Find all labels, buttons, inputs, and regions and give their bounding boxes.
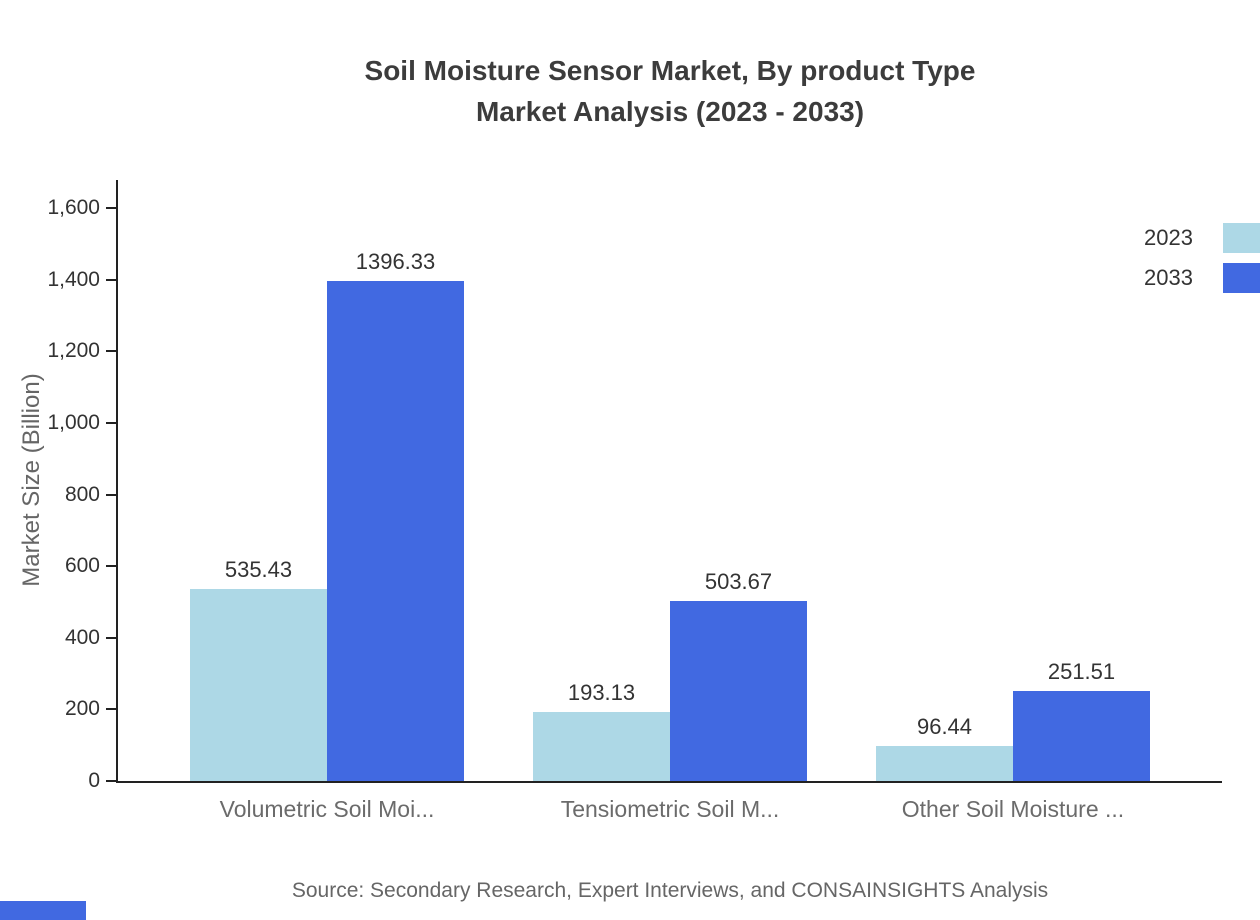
- bar-value-label: 535.43: [224, 557, 293, 582]
- y-tick-label: 600: [64, 554, 100, 578]
- source-note: Source: Secondary Research, Expert Inter…: [291, 879, 1049, 902]
- y-tick-mark: [106, 278, 116, 281]
- legend-item-label: 2033: [1144, 265, 1193, 290]
- y-tick-label: 1,400: [47, 267, 100, 291]
- y-axis-line: [116, 180, 118, 783]
- legend-swatch: [1223, 223, 1260, 253]
- y-tick-mark: [106, 421, 116, 424]
- bar-value-label: 96.44: [916, 714, 973, 739]
- bar-2023-group2[interactable]: [533, 712, 670, 781]
- y-tick-label: 1,600: [47, 196, 100, 219]
- y-tick-mark: [106, 207, 116, 209]
- x-category-label: Tensiometric Soil M...: [560, 796, 780, 822]
- chart-title-line2: Market Analysis (2023 - 2033): [475, 96, 865, 127]
- y-tick-mark: [106, 350, 116, 353]
- bar-value-label: 193.13: [567, 680, 636, 705]
- bar-2023-group1[interactable]: [190, 589, 327, 781]
- bar-2023-group3[interactable]: [876, 746, 1013, 781]
- legend-item-2023[interactable]: 2023: [1144, 218, 1260, 258]
- chart-title: Soil Moisture Sensor Market, By product …: [80, 50, 1260, 132]
- bar-value-label: 503.67: [704, 569, 773, 594]
- legend: 2023 2033: [1144, 218, 1260, 298]
- chart-title-line1: Soil Moisture Sensor Market, By product …: [364, 55, 976, 86]
- y-tick-mark: [106, 708, 116, 711]
- y-tick-label: 1,000: [47, 410, 100, 434]
- bar-2033-group3[interactable]: [1013, 691, 1150, 781]
- legend-item-2033[interactable]: 2033: [1144, 258, 1260, 298]
- bar-value-label: 251.51: [1047, 659, 1116, 684]
- x-category-label: Other Soil Moisture ...: [901, 796, 1125, 822]
- y-tick-label: 200: [64, 697, 100, 721]
- y-tick-mark: [106, 565, 116, 568]
- y-tick-label: 0: [88, 769, 100, 792]
- x-category-label: Volumetric Soil Moi...: [219, 796, 435, 822]
- bar-value-label: 1396.33: [355, 249, 436, 274]
- legend-swatch: [1223, 263, 1260, 293]
- y-tick-mark: [106, 636, 116, 639]
- y-tick-label: 800: [64, 482, 100, 506]
- y-tick-mark: [106, 780, 116, 782]
- legend-item-label: 2023: [1144, 225, 1193, 250]
- bottom-left-banner: [0, 901, 86, 920]
- bar-2033-group2[interactable]: [670, 601, 807, 781]
- y-tick-mark: [106, 493, 116, 496]
- x-axis-line: [116, 781, 1222, 783]
- bar-2033-group1[interactable]: [327, 281, 464, 781]
- y-tick-label: 400: [64, 625, 100, 649]
- y-tick-label: 1,200: [47, 339, 100, 363]
